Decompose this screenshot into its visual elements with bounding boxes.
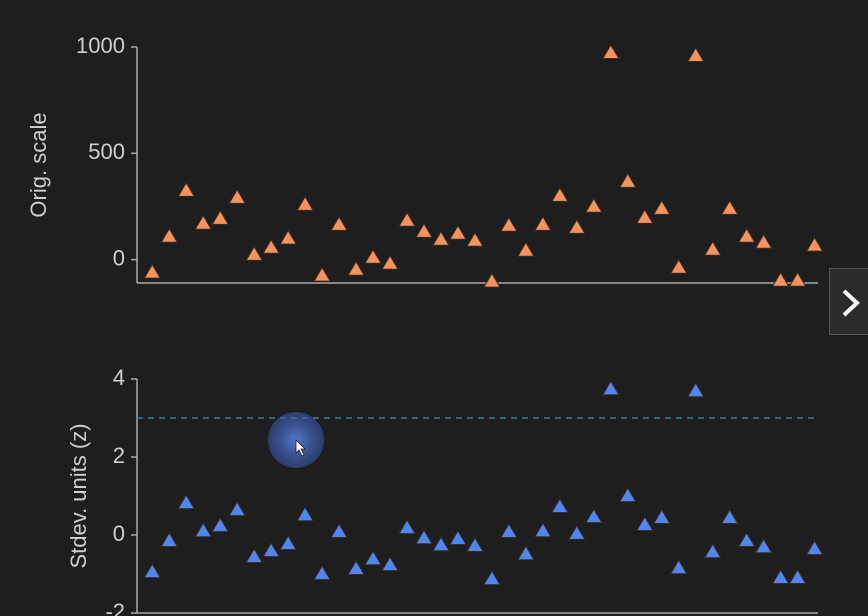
marker (211, 517, 230, 533)
marker (618, 172, 637, 188)
marker (517, 545, 535, 561)
marker (686, 46, 705, 63)
next-button[interactable] (829, 268, 868, 335)
marker (500, 216, 518, 232)
marker (245, 547, 264, 563)
marker (415, 529, 433, 545)
marker (330, 215, 348, 231)
next-icon (842, 289, 860, 317)
marker (160, 227, 179, 243)
marker (483, 570, 501, 586)
marker (364, 248, 382, 264)
marker (703, 240, 722, 256)
marker (347, 559, 365, 576)
marker (652, 199, 671, 215)
marker (160, 531, 179, 547)
y-tick-label: 500 (88, 139, 125, 164)
marker (652, 508, 671, 524)
marker (737, 227, 756, 243)
marker (296, 506, 315, 522)
marker (432, 230, 450, 246)
marker (788, 568, 807, 584)
marker (805, 540, 824, 556)
marker (584, 197, 603, 213)
marker (737, 531, 756, 547)
y-tick-label: 1000 (76, 33, 125, 58)
marker (703, 543, 722, 559)
marker (398, 518, 416, 535)
marker (618, 487, 637, 503)
marker (228, 188, 247, 204)
y-axis-label: Orig. scale (26, 112, 51, 217)
marker (466, 231, 484, 247)
marker (754, 233, 773, 249)
marker (449, 529, 467, 545)
marker (720, 508, 739, 524)
marker (788, 271, 807, 287)
marker (228, 501, 247, 517)
y-tick-label: 0 (113, 245, 125, 270)
marker (771, 271, 790, 287)
marker (313, 266, 331, 282)
marker (669, 559, 688, 575)
marker (669, 258, 688, 274)
y-tick-label: 2 (113, 443, 125, 468)
marker (245, 245, 264, 261)
marker (279, 229, 298, 245)
marker (330, 522, 348, 538)
chevron (842, 289, 860, 317)
marker (686, 382, 705, 398)
marker (601, 380, 620, 396)
marker (601, 43, 620, 60)
marker (194, 214, 213, 230)
marker (449, 224, 467, 240)
y-tick-label: 0 (113, 521, 125, 546)
marker (143, 563, 162, 579)
marker (483, 272, 501, 288)
marker (550, 186, 569, 202)
marker (720, 199, 739, 215)
y-tick-label: 4 (113, 365, 125, 390)
marker (550, 497, 569, 514)
marker (771, 568, 790, 584)
marker (177, 181, 196, 197)
marker (432, 536, 450, 552)
y-axis-label: Stdev. units (z) (66, 423, 91, 568)
marker (635, 208, 654, 224)
marker (567, 524, 586, 540)
marker (398, 211, 416, 227)
marker (635, 515, 654, 531)
marker (466, 536, 484, 553)
marker (567, 218, 586, 234)
marker (500, 522, 518, 538)
marker (296, 195, 315, 211)
cursor (295, 439, 306, 457)
marker (381, 254, 399, 270)
marker (584, 508, 603, 524)
marker (143, 263, 162, 279)
marker (211, 209, 230, 225)
marker (347, 260, 365, 276)
marker (177, 494, 196, 510)
marker (313, 565, 331, 581)
marker (415, 222, 433, 238)
marker (262, 542, 281, 558)
marker (364, 550, 382, 566)
y-tick-label: -2 (105, 599, 125, 616)
marker (754, 538, 773, 554)
marker (279, 534, 298, 551)
marker (381, 556, 399, 572)
marker (517, 241, 535, 257)
marker (262, 238, 281, 254)
marker (805, 236, 824, 252)
marker (194, 522, 213, 538)
marker (534, 522, 552, 538)
marker (534, 215, 552, 231)
